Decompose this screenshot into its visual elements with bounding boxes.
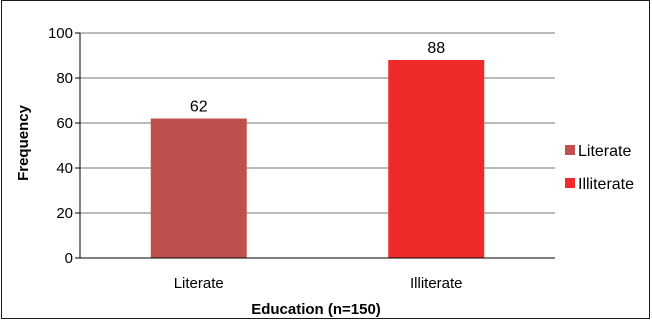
y-tick-label: 0	[65, 250, 73, 267]
x-tick-label: Illiterate	[410, 275, 463, 292]
axes	[79, 33, 555, 259]
legend: Literate Illiterate	[565, 143, 634, 193]
x-tick-label: Literate	[174, 275, 224, 292]
bar-illiterate	[388, 60, 485, 258]
y-axis-title: Frequency	[15, 104, 32, 181]
x-axis-title: Education (n=150)	[251, 301, 381, 318]
data-label: 62	[190, 99, 208, 116]
bar-literate	[150, 118, 247, 258]
y-tick-labels: 0 20 40 60 80 100	[48, 25, 80, 267]
data-labels: 62 88	[190, 40, 445, 116]
y-tick-label: 80	[56, 70, 73, 87]
legend-label: Illiterate	[578, 176, 634, 193]
y-tick-label: 40	[56, 160, 73, 177]
x-tick-labels: Literate Illiterate	[174, 275, 463, 292]
legend-swatch	[565, 178, 575, 188]
y-tick-label: 20	[56, 205, 73, 222]
data-label: 88	[427, 40, 445, 57]
legend-label: Literate	[578, 143, 631, 160]
bars	[150, 60, 485, 258]
legend-swatch	[565, 145, 575, 155]
y-tick-label: 100	[48, 25, 73, 42]
y-tick-label: 60	[56, 115, 73, 132]
